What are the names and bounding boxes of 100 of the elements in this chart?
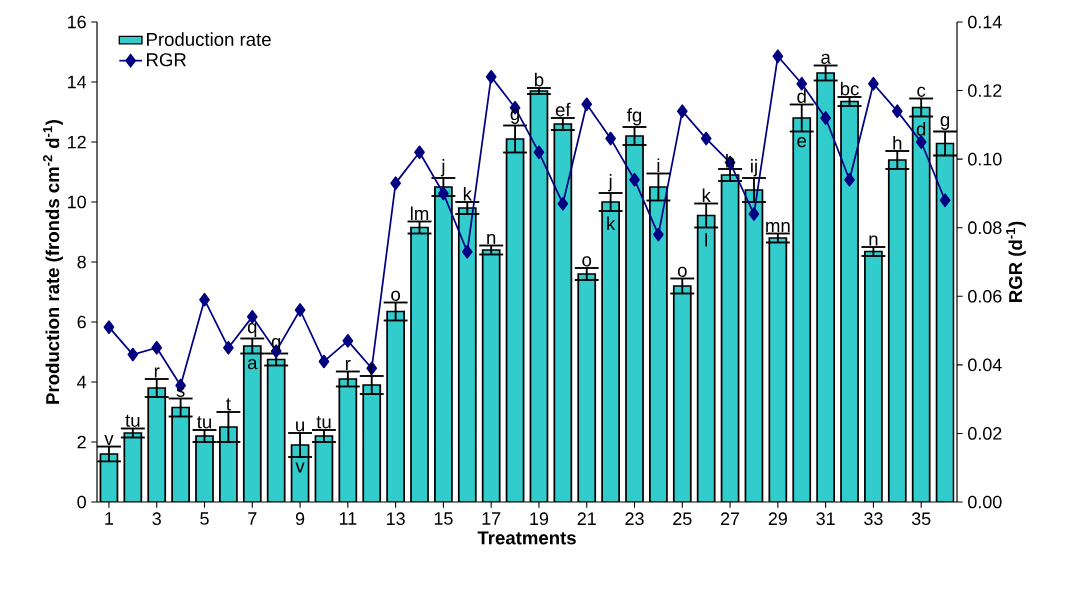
point [605, 131, 616, 146]
annotation: r [345, 359, 351, 370]
annotation: lm [410, 206, 429, 220]
y-tick-label: 4 [77, 375, 87, 389]
x-tick-label: 33 [864, 512, 883, 526]
annotation: o [582, 256, 592, 267]
x-tick-label: 7 [248, 512, 257, 525]
bar [625, 135, 644, 502]
point [700, 131, 712, 146]
bar [457, 207, 477, 502]
point [820, 111, 831, 125]
annotation: h [726, 153, 735, 168]
point [294, 303, 306, 317]
x-tick-label: 35 [911, 512, 931, 526]
x-tick-label: 31 [816, 512, 835, 526]
bar [505, 138, 525, 502]
y2-tick-label: 0.12 [968, 84, 1002, 97]
y-tick-label: 16 [68, 15, 86, 29]
point [151, 340, 163, 355]
point [390, 176, 401, 190]
y2-tick-label: 0.00 [968, 495, 1002, 509]
annotation: fg [627, 108, 642, 126]
point [103, 320, 115, 334]
x-tick-label: 21 [577, 512, 596, 525]
annotation: r [154, 367, 160, 378]
x-tick-label: 25 [673, 512, 692, 526]
y-tick-label: 0 [77, 495, 86, 509]
x-tick-label: 3 [152, 512, 161, 526]
point [581, 97, 593, 112]
y-axis-title: Production rate (fronds cm$^{-2}$ d$^{-1}$) [43, 120, 63, 404]
bar [840, 100, 859, 502]
bar [720, 174, 740, 502]
annotation: d [916, 122, 926, 136]
annotation: mn [766, 221, 790, 232]
annotation: a [821, 53, 831, 64]
annotation: tu [316, 416, 331, 429]
annotation: v [104, 435, 114, 445]
point [629, 172, 640, 187]
x-tick-label: 13 [387, 512, 405, 526]
x-tick-label: 11 [339, 512, 357, 525]
point [199, 292, 210, 307]
x-tick-label: 23 [625, 512, 644, 526]
bar [816, 72, 835, 502]
annotation: o [677, 266, 687, 277]
bar [553, 123, 573, 502]
y-tick-label: 14 [68, 75, 87, 89]
annotation: k [607, 216, 616, 231]
bar [744, 189, 764, 502]
x-tick-label: 5 [200, 512, 209, 525]
annotation: l [705, 233, 708, 247]
x-tick-label: 1 [105, 512, 114, 525]
annotation: d [797, 89, 806, 103]
annotation: ef [555, 102, 571, 117]
bar [529, 90, 549, 502]
legend-label: RGR [147, 53, 186, 67]
annotation: n [869, 235, 878, 246]
point [868, 76, 879, 91]
point [485, 70, 497, 84]
x-tick-label: 19 [530, 512, 549, 526]
annotation: u [296, 421, 304, 432]
annotation: s [176, 386, 185, 397]
annotation: bc [840, 81, 859, 96]
point [653, 227, 664, 242]
point [533, 145, 545, 160]
point [557, 196, 569, 211]
legend-label: Production rate [147, 32, 271, 47]
annotation: ij [751, 159, 757, 177]
point [318, 354, 330, 369]
annotation: g [510, 110, 520, 124]
point [223, 340, 234, 355]
x-axis-title: Treatments [477, 531, 576, 545]
y2-tick-label: 0.02 [968, 427, 1002, 440]
point [891, 104, 903, 118]
point [915, 135, 927, 149]
point [127, 347, 139, 362]
annotation: c [917, 86, 926, 97]
bar [649, 186, 668, 502]
point [748, 207, 760, 221]
annotation: tu [197, 416, 212, 429]
annotation: g [940, 116, 950, 130]
point [939, 193, 951, 208]
annotation: b [534, 72, 544, 87]
y2-tick-label: 0.04 [968, 358, 1002, 372]
x-tick-label: 15 [434, 512, 453, 525]
point [461, 244, 473, 259]
y-tick-label: 10 [68, 195, 86, 209]
point [414, 145, 425, 160]
annotation: k [702, 188, 711, 202]
annotation: q [247, 323, 257, 337]
bar [911, 106, 931, 502]
y2-tick-label: 0.06 [968, 289, 1002, 303]
x-tick-label: 17 [482, 512, 501, 525]
point [246, 310, 258, 324]
y-tick-label: 6 [77, 315, 86, 329]
point [772, 49, 784, 64]
x-tick-label: 29 [768, 512, 787, 526]
y-tick-label: 2 [77, 435, 86, 449]
annotation: j [440, 159, 445, 177]
annotation: h [893, 135, 902, 150]
annotation: t [226, 398, 231, 411]
